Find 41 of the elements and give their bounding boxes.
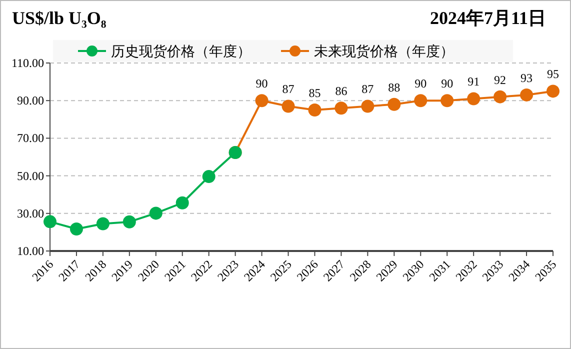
legend-label: 未来现货价格（年度）	[314, 44, 454, 60]
data-label: 85	[308, 86, 321, 100]
point	[176, 196, 189, 210]
chart-title: US$/lb U₃O₈	[12, 8, 107, 28]
point	[255, 94, 268, 108]
data-label: 95	[547, 67, 559, 82]
point	[96, 217, 110, 230]
point	[546, 84, 560, 98]
point	[388, 98, 401, 111]
y-tick-label: 110.00	[11, 56, 44, 70]
data-label: 93	[520, 70, 533, 85]
data-label: 87	[282, 82, 294, 96]
data-label: 90	[441, 76, 454, 91]
data-label: 90	[414, 76, 427, 91]
point	[122, 215, 136, 228]
y-tick-label: 30.00	[17, 206, 44, 220]
data-label: 87	[362, 82, 374, 96]
point	[414, 94, 428, 108]
y-tick-label: 50.00	[17, 168, 44, 183]
point	[520, 88, 534, 102]
data-label: 91	[468, 74, 480, 89]
legend-label: 历史现货价格（年度）	[111, 44, 251, 60]
point	[70, 222, 83, 236]
point	[467, 92, 480, 106]
data-label: 86	[335, 84, 348, 98]
y-tick-label: 10.00	[17, 244, 44, 258]
point	[202, 170, 216, 184]
point	[282, 100, 295, 113]
point	[308, 104, 322, 116]
data-label: 90	[256, 76, 268, 91]
y-tick-label: 90.00	[17, 94, 44, 108]
point	[334, 102, 348, 115]
point	[361, 100, 374, 113]
point	[149, 206, 162, 220]
y-tick-label: 70.00	[17, 131, 44, 146]
data-label: 88	[388, 80, 400, 94]
point	[440, 94, 454, 108]
point	[44, 215, 56, 228]
point	[494, 90, 507, 104]
data-label: 92	[494, 72, 506, 87]
chart-subtitle: 2024年7月11日	[430, 8, 546, 28]
